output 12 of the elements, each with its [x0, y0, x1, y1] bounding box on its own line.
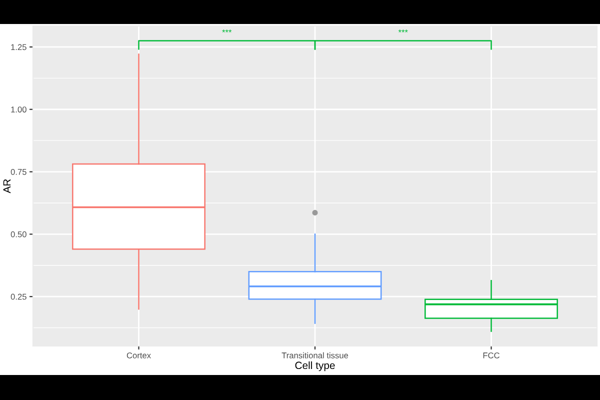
y-axis-title: AR — [3, 179, 11, 194]
y-tick-label: 0.25 — [10, 294, 26, 300]
x-tick-label: FCC — [483, 352, 500, 358]
x-tick-label: Cortex — [126, 352, 151, 358]
y-tick-label: 1.25 — [11, 44, 26, 50]
y-tick-label: 0.75 — [10, 168, 26, 175]
x-axis-title: Cell type — [295, 361, 335, 372]
y-tick-label: 0.50 — [10, 231, 26, 238]
annotation: *** — [398, 29, 408, 32]
annotation: *** — [222, 29, 232, 32]
x-tick-label: Transitional tissue — [282, 352, 348, 358]
y-tick-label: 1.00 — [11, 106, 26, 112]
